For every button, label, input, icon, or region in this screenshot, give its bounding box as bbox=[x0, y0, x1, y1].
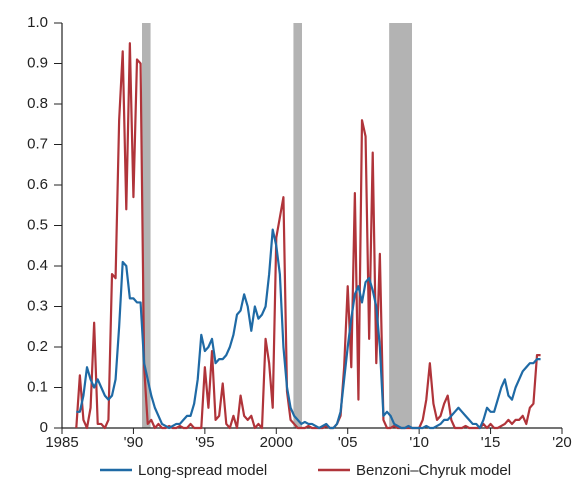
recession-band bbox=[142, 23, 151, 428]
legend-label: Long-spread model bbox=[138, 462, 267, 479]
y-tick-label: 0.4 bbox=[27, 257, 48, 274]
y-tick-label: 0.6 bbox=[27, 176, 48, 193]
y-tick-label: 0.2 bbox=[27, 338, 48, 355]
y-tick-label: 0.1 bbox=[27, 378, 48, 395]
y-tick-label: 0.9 bbox=[27, 54, 48, 71]
y-tick-label: 0 bbox=[40, 419, 48, 436]
recession-band bbox=[389, 23, 412, 428]
x-tick-label: 1985 bbox=[45, 434, 78, 451]
y-tick-label: 0.3 bbox=[27, 297, 48, 314]
x-tick-label: '05 bbox=[338, 434, 358, 451]
y-tick-label: 0.7 bbox=[27, 135, 48, 152]
y-tick-label: 1.0 bbox=[27, 14, 48, 31]
y-tick-label: 0.5 bbox=[27, 216, 48, 233]
series-line bbox=[75, 42, 541, 430]
x-tick-label: '20 bbox=[552, 434, 572, 451]
x-tick-label: '15 bbox=[481, 434, 501, 451]
series-line bbox=[76, 228, 541, 430]
x-tick-label: '10 bbox=[409, 434, 429, 451]
x-tick-label: 2000 bbox=[260, 434, 293, 451]
y-tick-label: 0.8 bbox=[27, 95, 48, 112]
x-tick-label: '90 bbox=[124, 434, 144, 451]
legend-label: Benzoni–Chyruk model bbox=[356, 462, 511, 479]
x-tick-label: '95 bbox=[195, 434, 215, 451]
recession-band bbox=[293, 23, 302, 428]
